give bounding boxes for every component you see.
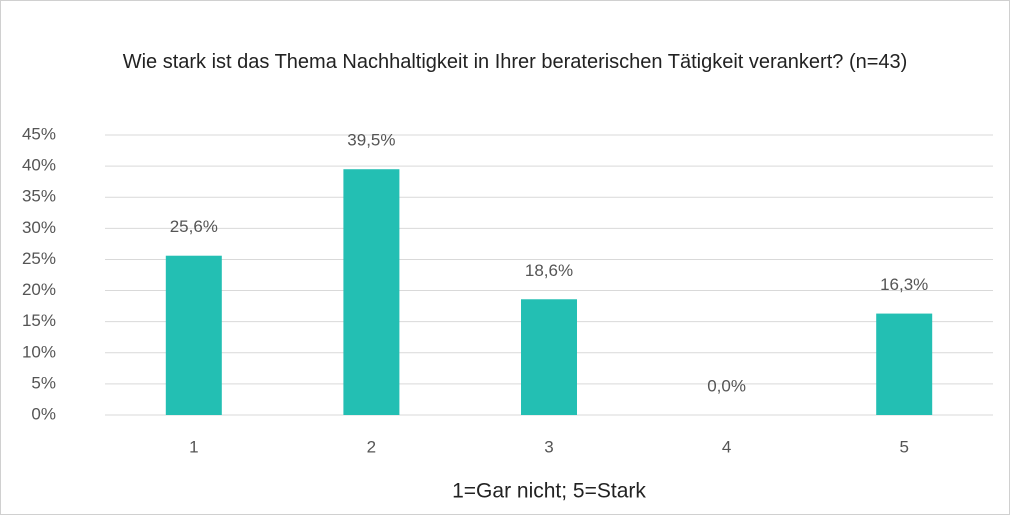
y-tick-label: 25% xyxy=(22,249,56,268)
y-tick-label: 5% xyxy=(31,373,56,392)
data-label: 0,0% xyxy=(707,376,746,395)
y-tick-label: 10% xyxy=(22,342,56,361)
y-tick-label: 35% xyxy=(22,187,56,206)
x-tick-label: 1 xyxy=(189,437,198,456)
y-tick-label: 20% xyxy=(22,280,56,299)
y-tick-label: 30% xyxy=(22,218,56,237)
x-tick-label: 2 xyxy=(367,437,376,456)
bar xyxy=(521,299,577,415)
y-tick-label: 0% xyxy=(31,404,56,423)
y-tick-label: 15% xyxy=(22,311,56,330)
y-tick-label: 40% xyxy=(22,156,56,175)
x-tick-label: 4 xyxy=(722,437,731,456)
data-label: 39,5% xyxy=(347,131,395,150)
chart-title: Wie stark ist das Thema Nachhaltigkeit i… xyxy=(122,51,908,73)
x-tick-label: 3 xyxy=(544,437,553,456)
bar xyxy=(165,255,222,415)
x-tick-label: 5 xyxy=(899,437,908,456)
bar xyxy=(876,313,933,415)
data-label: 18,6% xyxy=(525,261,573,280)
y-tick-label: 45% xyxy=(22,124,56,143)
bar xyxy=(343,169,400,415)
data-label: 16,3% xyxy=(880,275,928,294)
data-label: 25,6% xyxy=(170,217,218,236)
x-axis-label: 1=Gar nicht; 5=Stark xyxy=(452,480,646,503)
